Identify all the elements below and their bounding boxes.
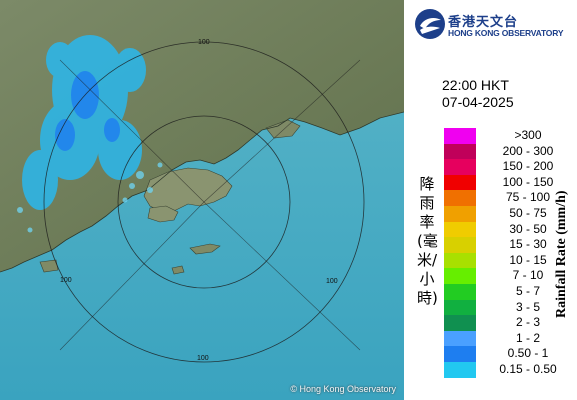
coastline bbox=[0, 111, 404, 273]
legend-item: >300 bbox=[444, 128, 574, 144]
legend-swatch bbox=[444, 174, 476, 191]
legend-label: 30 - 50 bbox=[509, 221, 547, 236]
legend-label: 15 - 30 bbox=[509, 237, 547, 252]
range-ring-label-north: 100 bbox=[198, 39, 210, 46]
legend-label: 10 - 15 bbox=[509, 252, 547, 267]
legend-label: 2 - 3 bbox=[515, 315, 540, 330]
legend-item: 75 - 100 bbox=[444, 190, 574, 206]
legend-item: 50 - 75 bbox=[444, 206, 574, 222]
legend-item: 15 - 30 bbox=[444, 237, 574, 253]
legend-swatch bbox=[444, 190, 476, 206]
legend-item: 2 - 3 bbox=[444, 315, 574, 331]
legend-label: 5 - 7 bbox=[515, 284, 540, 298]
legend-label: 150 - 200 bbox=[502, 159, 554, 174]
legend-swatch bbox=[444, 143, 476, 160]
copyright-notice: © Hong Kong Observatory bbox=[290, 384, 396, 394]
range-ring-label-west: 100 bbox=[60, 277, 72, 284]
bearing-line-3 bbox=[203, 201, 361, 351]
hko-emblem-icon bbox=[415, 9, 445, 39]
observation-time: 22:00 HKT bbox=[442, 77, 509, 93]
legend-swatch bbox=[444, 346, 476, 362]
outlying-island-3 bbox=[39, 259, 59, 273]
legend-item: 3 - 5 bbox=[444, 299, 574, 316]
observation-date: 07-04-2025 bbox=[442, 94, 514, 110]
legend-item: 0.15 - 0.50 bbox=[444, 362, 574, 378]
legend-item: 5 - 7 bbox=[444, 284, 574, 300]
legend-label: >300 bbox=[514, 128, 542, 142]
legend-label: 100 - 150 bbox=[502, 174, 554, 189]
rain-echo-scatter bbox=[17, 162, 163, 233]
legend-label: 7 - 10 bbox=[512, 268, 544, 283]
legend-axis-label-zh: 降雨率(毫米/小時) bbox=[417, 175, 438, 307]
lantau-island bbox=[147, 205, 179, 223]
legend-swatch bbox=[444, 268, 476, 284]
radar-map: 100 100 100 100 © Hong Kong Observatory bbox=[0, 0, 404, 400]
legend-swatch bbox=[444, 128, 476, 144]
bearing-line-1 bbox=[59, 59, 205, 203]
legend-swatch bbox=[444, 159, 476, 175]
legend-swatch bbox=[444, 362, 476, 378]
bearing-line-4 bbox=[59, 201, 205, 351]
legend-label: 75 - 100 bbox=[505, 190, 551, 205]
legend-item: 150 - 200 bbox=[444, 159, 574, 175]
legend-swatch bbox=[444, 315, 476, 331]
legend-label: 1 - 2 bbox=[515, 330, 540, 345]
legend-label: 0.50 - 1 bbox=[507, 346, 549, 361]
legend-label: 3 - 5 bbox=[515, 299, 540, 314]
agency-name-zh: 香港天文台 bbox=[448, 15, 519, 30]
range-ring-label-south: 100 bbox=[197, 355, 209, 362]
hko-logo: 香港天文台 HONG KONG OBSERVATORY bbox=[414, 6, 574, 42]
legend-swatch bbox=[444, 299, 476, 316]
legend-swatch bbox=[444, 284, 476, 300]
legend-item: 10 - 15 bbox=[444, 252, 574, 269]
info-panel: 香港天文台 HONG KONG OBSERVATORY 22:00 HKT 07… bbox=[404, 0, 577, 400]
range-ring-label-east: 100 bbox=[326, 278, 338, 285]
outlying-island-2 bbox=[171, 265, 185, 275]
legend-swatch bbox=[444, 237, 476, 253]
agency-name-en: HONG KONG OBSERVATORY bbox=[448, 28, 564, 38]
legend-label: 50 - 75 bbox=[509, 206, 547, 220]
outlying-island-1 bbox=[189, 243, 221, 255]
legend-swatch bbox=[444, 221, 476, 238]
bearing-line-2 bbox=[203, 59, 361, 203]
legend-item: 0.50 - 1 bbox=[444, 346, 574, 362]
legend-label: 0.15 - 0.50 bbox=[499, 362, 557, 376]
legend-item: 200 - 300 bbox=[444, 143, 574, 160]
radar-map-canvas: 100 100 100 100 bbox=[0, 0, 404, 400]
legend-item: 1 - 2 bbox=[444, 330, 574, 347]
range-ring-outer bbox=[43, 41, 365, 363]
legend-swatch bbox=[444, 206, 476, 222]
legend-swatch bbox=[444, 252, 476, 269]
legend-item: 7 - 10 bbox=[444, 268, 574, 284]
legend-item: 30 - 50 bbox=[444, 221, 574, 238]
legend-swatch bbox=[444, 330, 476, 347]
range-ring-inner bbox=[117, 115, 291, 289]
legend-label: 200 - 300 bbox=[502, 143, 554, 158]
legend-item: 100 - 150 bbox=[444, 174, 574, 191]
